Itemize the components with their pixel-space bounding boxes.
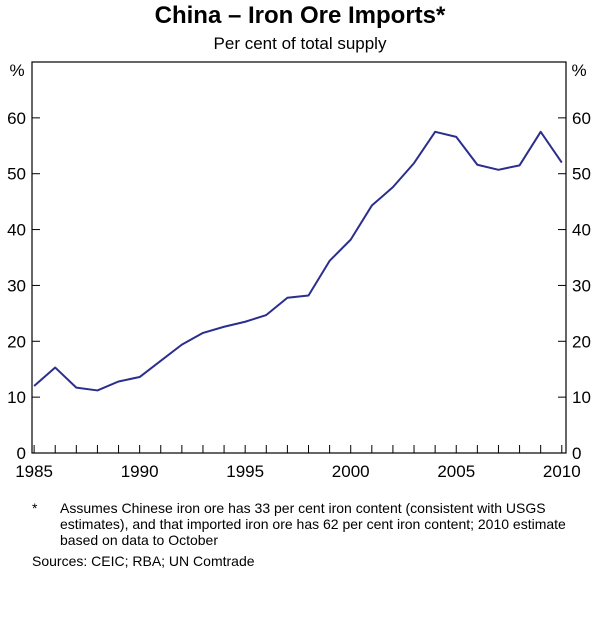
x-tick-label: 1985 [15, 462, 53, 481]
data-point-1992 [179, 342, 184, 347]
footnote-marker: * [32, 500, 38, 516]
data-point-2003 [412, 161, 417, 166]
data-point-1994 [222, 324, 227, 329]
sources-note: Sources: CEIC; RBA; UN Comtrade [32, 553, 255, 569]
data-point-1986 [53, 365, 58, 370]
footnote-text: Assumes Chinese iron ore has 33 per cent… [60, 500, 566, 548]
data-point-1988 [95, 388, 100, 393]
y-tick-label-left: 40 [7, 221, 26, 240]
series-line [33, 130, 563, 392]
chart-subtitle: Per cent of total supply [213, 34, 387, 53]
y-tick-label-right: 30 [572, 276, 591, 295]
y-tick-label-left: 60 [7, 109, 26, 128]
data-point-2001 [369, 203, 374, 208]
data-point-1996 [264, 313, 269, 318]
chart-title: China – Iron Ore Imports* [154, 2, 446, 29]
data-point-1990 [137, 375, 142, 380]
data-point-1993 [200, 330, 205, 335]
data-point-2000 [348, 237, 353, 242]
data-point-2008 [517, 163, 522, 168]
data-point-2002 [390, 185, 395, 190]
y-axis-left: 0 10 20 30 40 50 60 [7, 109, 40, 463]
data-point-2009 [538, 129, 543, 134]
y-tick-label-left: 20 [7, 332, 26, 351]
y-tick-label-left: 10 [7, 388, 26, 407]
data-point-1991 [158, 358, 163, 363]
x-axis: 1985 1990 1995 2000 2005 2010 [15, 445, 581, 481]
y-tick-label-right: 0 [572, 444, 581, 463]
y-axis-right: 0 10 20 30 40 50 60 [558, 109, 591, 463]
y-tick-label-right: 60 [572, 109, 591, 128]
y-tick-label-right: 20 [572, 332, 591, 351]
x-tick-label: 1995 [226, 462, 264, 481]
y-tick-label-left: 50 [7, 165, 26, 184]
data-point-2007 [496, 167, 501, 172]
y-axis-label-left: % [9, 61, 24, 80]
data-point-1997 [285, 295, 290, 300]
data-point-2004 [433, 129, 438, 134]
y-axis-label-right: % [571, 61, 586, 80]
data-point-2005 [454, 134, 459, 139]
y-tick-label-left: 0 [17, 444, 26, 463]
y-tick-label-left: 30 [7, 276, 26, 295]
data-point-1999 [327, 258, 332, 263]
y-tick-label-right: 40 [572, 221, 591, 240]
x-tick-label: 1990 [121, 462, 159, 481]
data-point-1987 [74, 385, 79, 390]
footnote: * Assumes Chinese iron ore has 33 per ce… [32, 500, 592, 548]
data-point-2006 [475, 162, 480, 167]
x-tick-label: 2000 [332, 462, 370, 481]
data-point-1985 [32, 383, 37, 388]
x-tick-label: 2005 [437, 462, 475, 481]
chart-svg: 0 10 20 30 40 50 60 0 10 20 30 40 50 60 1985 1990 1995… [7, 61, 591, 481]
data-point-1995 [243, 319, 248, 324]
y-tick-label-right: 50 [572, 165, 591, 184]
data-point-2010 [559, 160, 564, 165]
plot-frame [31, 61, 567, 454]
series-points [32, 129, 565, 393]
data-point-1989 [116, 379, 121, 384]
y-tick-label-right: 10 [572, 388, 591, 407]
data-point-1998 [306, 293, 311, 298]
x-tick-label: 2010 [543, 462, 581, 481]
